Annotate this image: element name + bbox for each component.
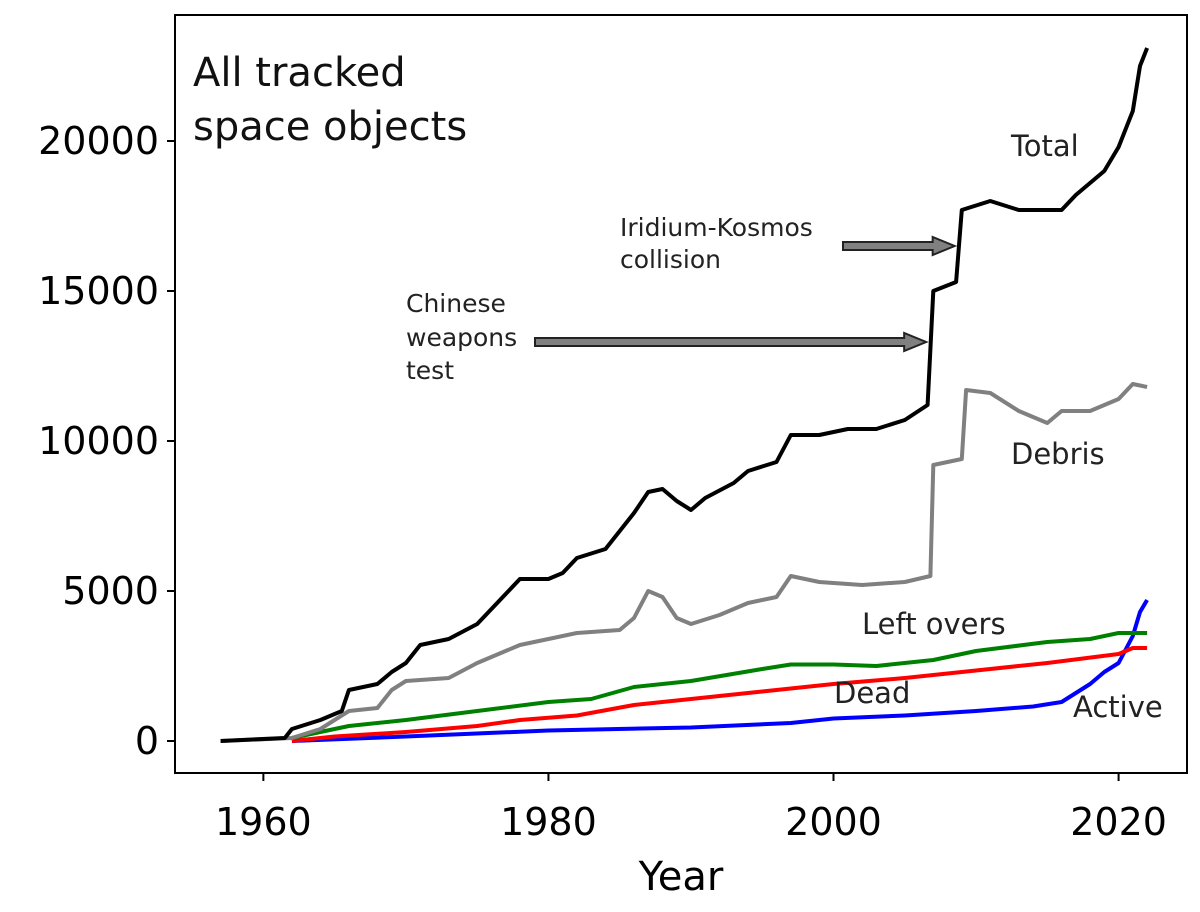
chart-title-line-1: All tracked — [193, 50, 406, 96]
series-label-total: Total — [1010, 129, 1079, 163]
x-axis-label: Year — [638, 854, 724, 900]
y-tick-label: 15000 — [38, 269, 159, 313]
x-tick-label: 2000 — [785, 800, 882, 844]
series-line-debris — [220, 382, 1148, 743]
series-label-active: Active — [1073, 690, 1163, 724]
series-label-dead: Dead — [834, 676, 910, 710]
annotation-chinese-line-1: Chinese — [406, 289, 506, 318]
annotation-iridium-line-1: Iridium-Kosmos — [620, 213, 813, 242]
annotation-chinese-line-3: test — [406, 356, 454, 385]
arrow-chinese-weapons-test — [534, 331, 929, 353]
series-label-debris: Debris — [1011, 437, 1105, 471]
y-tick-label: 10000 — [38, 419, 159, 463]
x-tick-label: 1980 — [500, 800, 597, 844]
chart-title-line-2: space objects — [193, 104, 467, 150]
y-tick-label: 20000 — [38, 119, 159, 163]
series-line-dead — [291, 646, 1148, 743]
y-tick-label: 0 — [135, 719, 159, 763]
plot-frame — [174, 14, 1188, 774]
series-line-left-overs — [291, 631, 1148, 740]
x-tick-label: 2020 — [1070, 800, 1167, 844]
arrow-iridium-kosmos — [842, 235, 958, 257]
y-tick-label: 5000 — [62, 569, 159, 613]
annotation-iridium-line-2: collision — [620, 245, 721, 274]
x-tick-label: 1960 — [215, 800, 312, 844]
annotation-chinese-line-2: weapons — [406, 323, 517, 352]
series-line-total — [220, 47, 1149, 743]
series-label-left-overs: Left overs — [862, 607, 1006, 641]
